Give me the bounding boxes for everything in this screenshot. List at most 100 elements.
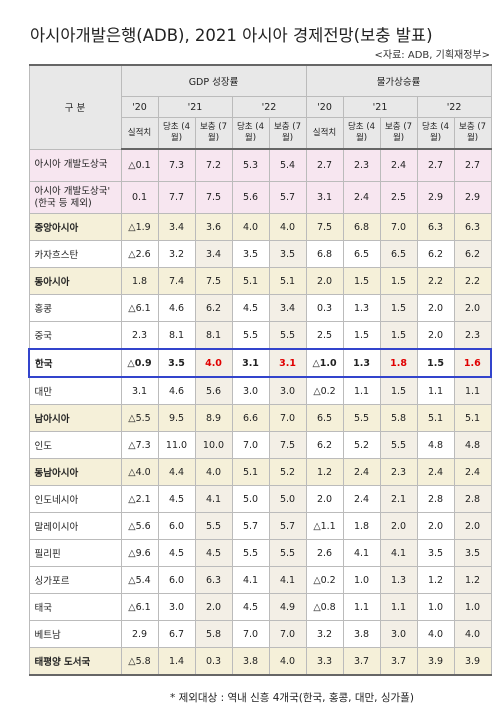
value-cell: 5.5 bbox=[268, 539, 307, 567]
region-name: 중국 bbox=[28, 321, 122, 350]
value-cell: 5.5 bbox=[268, 321, 307, 350]
value-cell: 3.1 bbox=[120, 376, 159, 405]
value-cell: 0.3 bbox=[194, 647, 233, 676]
value-cell: 5.1 bbox=[231, 267, 270, 295]
value-cell: 2.0 bbox=[416, 512, 455, 540]
sub-header: 보충 (7월) bbox=[379, 117, 418, 150]
region-name: 대만 bbox=[28, 376, 122, 405]
sub-header: 실적치 bbox=[120, 117, 159, 150]
value-cell: 6.2 bbox=[305, 431, 344, 459]
value-cell: 4.6 bbox=[157, 376, 196, 405]
value-cell: 6.6 bbox=[231, 404, 270, 432]
table-row: 한국 △0.9 3.5 4.0 3.1 3.1 △1.0 1.3 1.8 1.5 1.6 bbox=[28, 348, 493, 378]
value-cell: 0.1 bbox=[120, 181, 159, 214]
value-cell: 6.3 bbox=[416, 213, 455, 241]
value-cell: 2.0 bbox=[305, 485, 344, 513]
value-cell: 2.7 bbox=[416, 148, 455, 182]
region-name: 아시아 개발도상국' (한국 등 제외) bbox=[28, 181, 122, 214]
value-cell: 2.4 bbox=[342, 181, 381, 214]
value-cell: 4.0 bbox=[194, 458, 233, 486]
value-cell: 5.1 bbox=[268, 267, 307, 295]
value-cell: 2.4 bbox=[342, 458, 381, 486]
region-name: 태국 bbox=[28, 593, 122, 621]
value-cell: 6.7 bbox=[157, 620, 196, 648]
value-cell: 1.1 bbox=[379, 593, 418, 621]
region-name: 동남아시아 bbox=[28, 458, 122, 486]
value-cell: 4.8 bbox=[416, 431, 455, 459]
value-cell: 7.5 bbox=[194, 267, 233, 295]
sub-header: 당초 (4월) bbox=[231, 117, 270, 150]
value-cell: 2.4 bbox=[416, 458, 455, 486]
value-cell: 5.7 bbox=[231, 512, 270, 540]
value-cell: △6.1 bbox=[120, 294, 159, 322]
value-cell: 1.2 bbox=[453, 566, 492, 594]
value-cell: 2.0 bbox=[453, 294, 492, 322]
value-cell: 1.3 bbox=[342, 294, 381, 322]
value-cell: 6.5 bbox=[342, 240, 381, 268]
value-cell: 4.5 bbox=[194, 539, 233, 567]
value-cell: 6.5 bbox=[305, 404, 344, 432]
value-cell: △5.5 bbox=[120, 404, 159, 432]
sub-header: 당초 (4월) bbox=[157, 117, 196, 150]
region-name: 한국 bbox=[28, 348, 122, 378]
value-cell: 3.5 bbox=[157, 348, 196, 378]
year-header: '22 bbox=[231, 96, 307, 118]
sub-header: 당초 (4월) bbox=[342, 117, 381, 150]
value-cell: 3.0 bbox=[268, 376, 307, 405]
value-cell: 1.0 bbox=[453, 593, 492, 621]
corner-header: 구 분 bbox=[28, 64, 122, 150]
table-row: 동아시아 1.8 7.4 7.5 5.1 5.1 2.0 1.5 1.5 2.2 2.2 bbox=[28, 267, 492, 295]
table-row: 대만 3.1 4.6 5.6 3.0 3.0 △0.2 1.1 1.5 1.1 1.1 bbox=[28, 376, 492, 405]
value-cell: 5.0 bbox=[268, 485, 307, 513]
region-name: 태평양 도서국 bbox=[28, 647, 122, 676]
value-cell: 3.0 bbox=[157, 593, 196, 621]
value-cell: 6.2 bbox=[416, 240, 455, 268]
value-cell: 4.6 bbox=[157, 294, 196, 322]
table-row: 필리핀 △9.6 4.5 4.5 5.5 5.5 2.6 4.1 4.1 3.5 3.5 bbox=[28, 539, 492, 567]
value-cell: 5.6 bbox=[194, 376, 233, 405]
value-cell: 5.8 bbox=[379, 404, 418, 432]
table-row: 인도네시아 △2.1 4.5 4.1 5.0 5.0 2.0 2.4 2.1 2.8 2.8 bbox=[28, 485, 492, 513]
year-header: '21 bbox=[157, 96, 233, 118]
value-cell: 2.9 bbox=[416, 181, 455, 214]
value-cell: 1.6 bbox=[453, 348, 493, 378]
value-cell: △5.6 bbox=[120, 512, 159, 540]
value-cell: 1.2 bbox=[416, 566, 455, 594]
value-cell: △1.0 bbox=[305, 348, 344, 378]
value-cell: △5.8 bbox=[120, 647, 159, 676]
value-cell: 3.2 bbox=[305, 620, 344, 648]
value-cell: 7.0 bbox=[268, 620, 307, 648]
value-cell: 2.3 bbox=[342, 148, 381, 182]
value-cell: 5.1 bbox=[416, 404, 455, 432]
value-cell: 7.5 bbox=[305, 213, 344, 241]
table-row: 남아시아 △5.5 9.5 8.9 6.6 7.0 6.5 5.5 5.8 5.1 5.1 bbox=[28, 404, 492, 432]
value-cell: 1.0 bbox=[416, 593, 455, 621]
value-cell: 1.5 bbox=[416, 348, 455, 378]
value-cell: 1.5 bbox=[342, 267, 381, 295]
value-cell: 1.5 bbox=[342, 321, 381, 350]
region-name: 동아시아 bbox=[28, 267, 122, 295]
value-cell: 3.2 bbox=[157, 240, 196, 268]
value-cell: 2.4 bbox=[379, 148, 418, 182]
value-cell: 9.5 bbox=[157, 404, 196, 432]
value-cell: 1.1 bbox=[453, 376, 492, 405]
value-cell: 2.3 bbox=[120, 321, 159, 350]
value-cell: 3.4 bbox=[157, 213, 196, 241]
value-cell: 6.2 bbox=[453, 240, 492, 268]
value-cell: 1.1 bbox=[416, 376, 455, 405]
value-cell: 0.3 bbox=[305, 294, 344, 322]
table-row: 태평양 도서국 △5.8 1.4 0.3 3.8 4.0 3.3 3.7 3.7 3.9 3.9 bbox=[28, 647, 492, 676]
table-row: 홍콩 △6.1 4.6 6.2 4.5 3.4 0.3 1.3 1.5 2.0 2.0 bbox=[28, 294, 492, 322]
value-cell: 5.1 bbox=[231, 458, 270, 486]
value-cell: 2.5 bbox=[379, 181, 418, 214]
value-cell: 4.1 bbox=[194, 485, 233, 513]
value-cell: 2.0 bbox=[416, 294, 455, 322]
value-cell: 3.3 bbox=[305, 647, 344, 676]
value-cell: 3.4 bbox=[268, 294, 307, 322]
value-cell: △0.2 bbox=[305, 566, 344, 594]
region-name: 카자흐스탄 bbox=[28, 240, 122, 268]
region-name: 아시아 개발도상국 bbox=[28, 148, 122, 182]
value-cell: 4.1 bbox=[379, 539, 418, 567]
value-cell: 6.0 bbox=[157, 512, 196, 540]
